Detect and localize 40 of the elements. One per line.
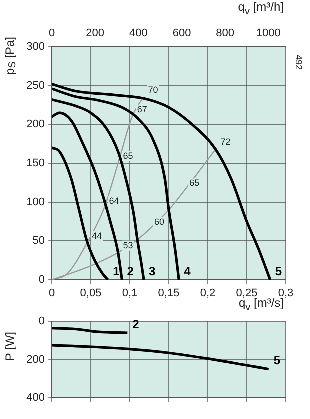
annotation: 44 (92, 230, 102, 241)
y-tick-label: 100 (26, 196, 45, 208)
y-tick-label: 200 (26, 118, 45, 131)
series-label: 5 (275, 264, 282, 278)
annotation: 65 (190, 178, 200, 188)
y-tick-label: 200 (26, 354, 45, 366)
x2-tick-label: 0 (48, 27, 56, 40)
series-label: 3 (149, 264, 156, 278)
annotation: 53 (123, 240, 134, 250)
x2-axis-title: q$_{v}$ [m³/h] (238, 0, 284, 18)
y-axis-title: P [W] (3, 332, 17, 362)
y-tick-label: 50 (32, 235, 45, 248)
x2-tick-label: 600 (172, 27, 192, 40)
x-tick-label: 0,1 (122, 288, 138, 300)
text: 492 (294, 55, 304, 70)
annotation: 64 (109, 196, 120, 206)
annotation: 67 (137, 104, 148, 114)
series-label: 2 (132, 317, 140, 332)
y-tick-label: 250 (26, 80, 45, 92)
annotation: 70 (148, 84, 158, 95)
series-label: 1 (113, 264, 120, 278)
x2-tick-label: 400 (129, 27, 148, 40)
annotation: 72 (220, 137, 231, 148)
x-tick-label: 0,05 (80, 288, 102, 300)
y-tick-label: 400 (26, 392, 45, 404)
x-tick-label: 0,15 (158, 288, 180, 300)
series-label: 4 (184, 264, 192, 278)
y-tick-label: 0 (38, 316, 45, 328)
y-tick-label: 150 (26, 158, 45, 170)
y-tick-label: 300 (26, 41, 45, 54)
x2-tick-label: 200 (86, 27, 105, 40)
series-label: 2 (127, 264, 134, 278)
x-tick-label: 0 (48, 288, 56, 300)
x2-tick-label: 1000 (256, 27, 281, 40)
x2-tick-label: 800 (216, 27, 235, 40)
annotation: 65 (123, 150, 134, 161)
annotation: 60 (154, 217, 165, 227)
x-tick-label: 0,2 (200, 288, 216, 300)
y-tick-label: 0 (38, 274, 45, 286)
series-label: 5 (274, 354, 281, 368)
